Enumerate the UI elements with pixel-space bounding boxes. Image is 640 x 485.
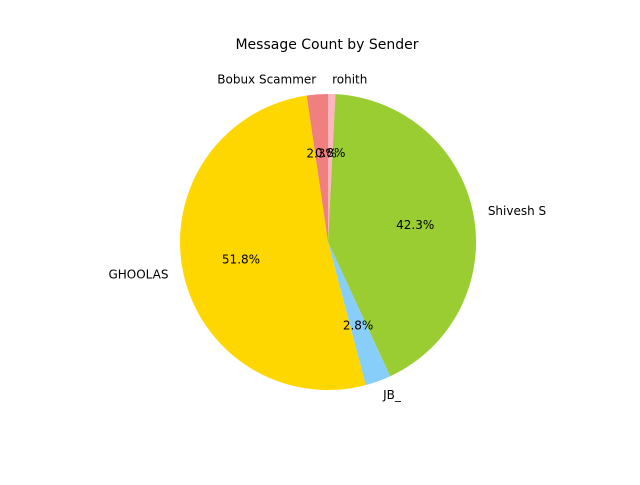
pie-slice-jb: [328, 242, 391, 386]
slice-percent-label: 0.8%: [315, 146, 346, 160]
pie-slice-ghoolas: [179, 95, 366, 391]
slice-label: JB_: [382, 388, 402, 402]
slice-label: Shivesh S: [488, 204, 546, 218]
chart-title: Message Count by Sender: [235, 37, 418, 53]
slice-percent-label: 51.8%: [222, 253, 260, 267]
slice-label: GHOOLAS: [108, 268, 168, 282]
pie-slice-bobux-scammer: [306, 94, 328, 242]
pie-slice-shivesh-s: [328, 94, 476, 377]
pie-slice-rohith: [328, 94, 336, 242]
slice-percent-label: 2.3%: [306, 146, 337, 160]
slice-label: rohith: [332, 72, 367, 86]
pie-slices: [179, 94, 476, 391]
slice-label: Bobux Scammer: [217, 73, 316, 87]
pie-labels: rohith 0.8% Shivesh S 42.3% JB_ 2.8% GHOOLAS 51…: [108, 72, 546, 402]
slice-percent-label: 2.8%: [343, 319, 374, 333]
slice-percent-label: 42.3%: [396, 218, 434, 232]
